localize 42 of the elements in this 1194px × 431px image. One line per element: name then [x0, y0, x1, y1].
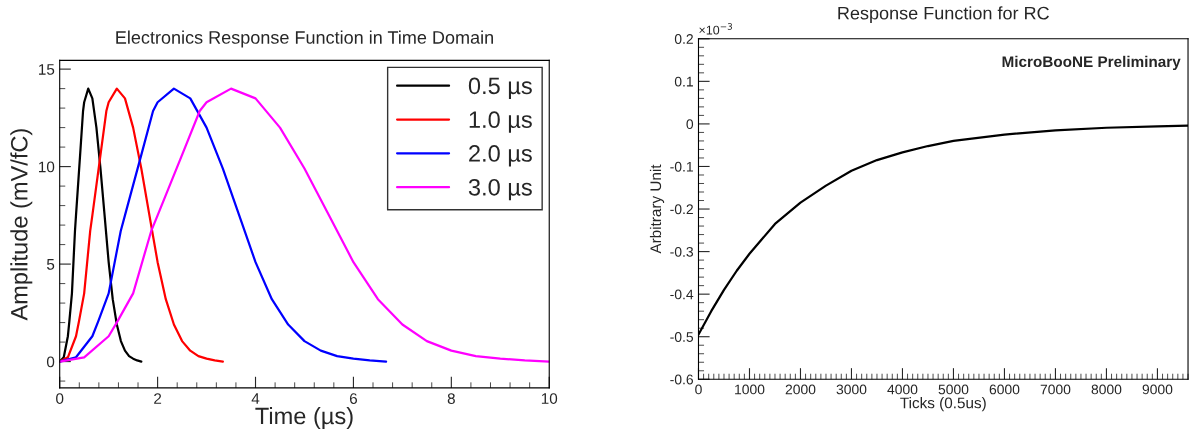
x-tick-label: 7000 — [1040, 384, 1071, 395]
line-series — [59, 87, 224, 363]
x-tick-label: 2 — [154, 393, 162, 404]
legend-label: 2.0 µs — [469, 145, 532, 167]
y-tick-label: -0.2 — [670, 204, 693, 215]
x-tick-label: 3000 — [836, 384, 867, 395]
x-axis-title: Time (µs) — [255, 407, 353, 430]
y-tick-label: 15 — [39, 64, 55, 75]
chart-title: Response Function for RC — [838, 6, 1049, 24]
x-tick-label: 4000 — [887, 384, 918, 395]
y-tick-label: 10 — [39, 161, 55, 173]
x-tick-label: 5000 — [938, 384, 969, 395]
annotation: MicroBooNE Preliminary — [1002, 55, 1181, 71]
x-tick-label: 4 — [251, 393, 260, 404]
x-tick-label: 0 — [56, 393, 64, 404]
y-axis-title: Arbitrary Unit — [649, 164, 665, 254]
legend-label: 3.0 µs — [468, 178, 532, 201]
chart-title: Electronics Response Function in Time Domain — [116, 30, 493, 48]
x-tick-label: 2000 — [785, 384, 816, 395]
x-tick-label: 10 — [541, 393, 558, 404]
x-tick-label: 6 — [349, 393, 357, 404]
y-tick-label: -0.5 — [670, 332, 694, 342]
y-tick-label: 0 — [686, 119, 694, 130]
x-tick-label: 8 — [447, 393, 455, 404]
legend-label: 1.0 µs — [469, 111, 532, 133]
x-tick-label: 6000 — [989, 384, 1020, 395]
x-tick-label: 9000 — [1142, 384, 1173, 395]
y-tick-label: 0 — [46, 356, 55, 368]
y-tick-label: -0.3 — [670, 246, 694, 257]
y-tick-label: 0.1 — [674, 76, 693, 87]
x-tick-label: 0 — [695, 384, 702, 395]
x-tick-label: 1000 — [735, 384, 765, 395]
y-tick-label: -0.6 — [670, 374, 694, 385]
y-tick-label: -0.1 — [670, 161, 693, 172]
y-tick-label: 5 — [46, 259, 55, 270]
legend-label: 0.5 µs — [468, 77, 532, 99]
y-tick-label: -0.4 — [670, 289, 694, 300]
y-axis-title: Amplitude (mV/fC) — [10, 129, 33, 321]
y-tick-label: 0.2 — [674, 34, 693, 44]
x-tick-label: 8000 — [1091, 384, 1122, 395]
x-axis-title: Ticks (0.5us) — [900, 397, 986, 412]
text: ×10$^{−3}$ — [699, 23, 733, 35]
